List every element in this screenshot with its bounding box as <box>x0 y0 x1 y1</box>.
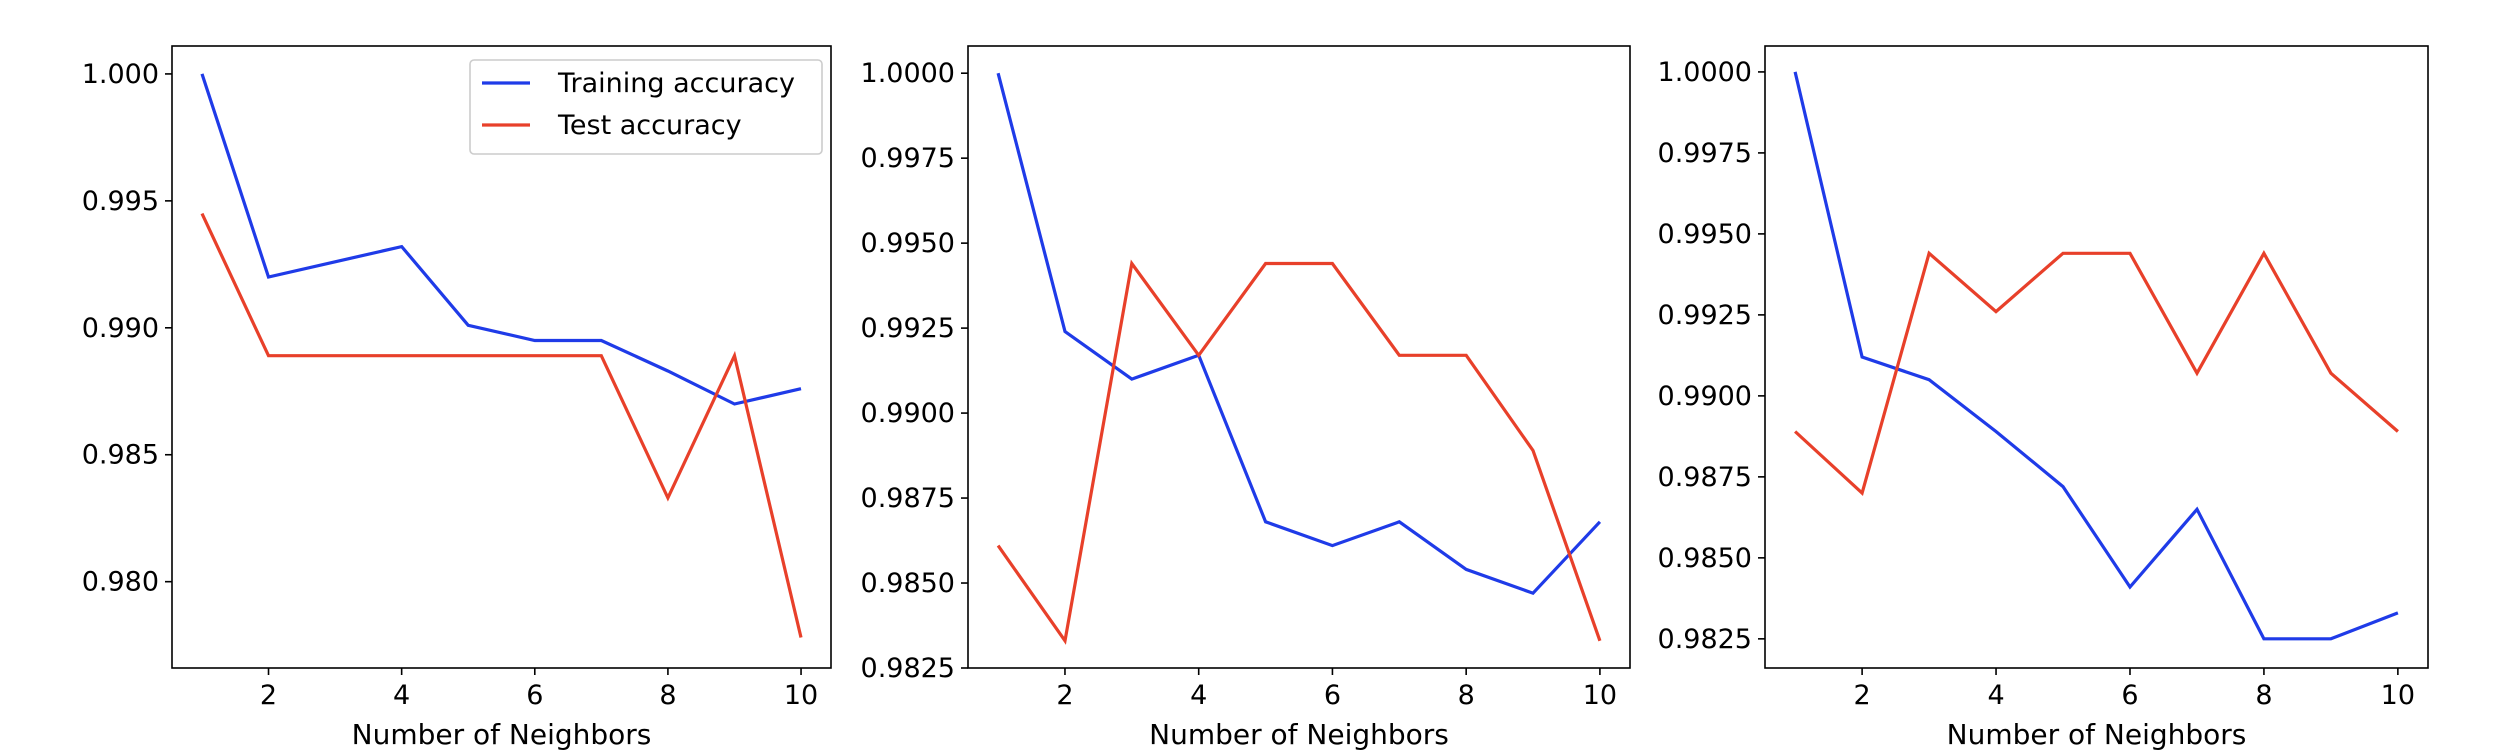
x-tick-label: 10 <box>1583 680 1617 711</box>
x-tick-label: 6 <box>526 680 543 711</box>
y-tick-label: 0.9875 <box>861 483 955 514</box>
x-tick-label: 4 <box>1190 680 1207 711</box>
x-tick-label: 10 <box>784 680 818 711</box>
legend: Training accuracy Test accuracy <box>469 59 823 155</box>
chart-panel-2: 2 4 6 8 10 0.9825 0.9850 0.9875 0.9900 0.9925 0.99… <box>861 45 1631 750</box>
series-line-1-panel-1 <box>200 73 802 406</box>
series-line-2-panel-1 <box>200 212 803 638</box>
chart-panel-1: 2 4 6 8 10 0.980 0.985 0.990 0.995 1.000 Number of… <box>82 45 832 750</box>
axes-frame <box>1764 45 2429 669</box>
y-tick-label: 1.000 <box>82 59 159 90</box>
x-tick-label: 2 <box>1056 680 1073 711</box>
series-line-1-panel-2 <box>996 72 1602 596</box>
x-tick-label: 4 <box>393 680 410 711</box>
y-tick-label: 0.990 <box>82 313 159 344</box>
x-axis-label: Number of Neighbors <box>1947 718 2247 750</box>
axes-frame <box>967 45 1631 669</box>
x-tick-label: 10 <box>2381 680 2415 711</box>
x-tick-label: 2 <box>260 680 277 711</box>
y-tick-label: 1.0000 <box>861 58 955 89</box>
y-tick-label: 0.9925 <box>1658 300 1752 331</box>
axes-frame <box>171 45 832 669</box>
y-tick-label: 0.9925 <box>861 313 955 344</box>
x-tick-label: 6 <box>1324 680 1341 711</box>
series-line-2-panel-3 <box>1794 250 2399 497</box>
y-tick-label: 0.9850 <box>1658 543 1752 574</box>
y-tick-label: 0.9825 <box>1658 624 1752 655</box>
y-tick-label: 0.9900 <box>861 398 955 429</box>
series-line-2-panel-2 <box>996 259 1602 645</box>
x-tick-label: 8 <box>2255 680 2272 711</box>
y-tick-label: 0.9850 <box>861 568 955 599</box>
y-tick-label: 0.995 <box>82 186 159 217</box>
y-tick-label: 0.9825 <box>861 653 955 684</box>
y-tick-label: 0.9900 <box>1658 381 1752 412</box>
series-line-1-panel-3 <box>1793 71 2399 641</box>
y-tick-label: 0.980 <box>82 567 159 598</box>
y-tick-label: 0.985 <box>82 440 159 471</box>
legend-label-1: Training accuracy <box>557 68 795 99</box>
legend-label-2: Test accuracy <box>557 110 742 141</box>
x-tick-label: 2 <box>1854 680 1871 711</box>
y-tick-label: 0.9975 <box>861 143 955 174</box>
y-tick-label: 0.9950 <box>861 228 955 259</box>
x-tick-label: 6 <box>2121 680 2138 711</box>
x-tick-label: 8 <box>659 680 676 711</box>
x-tick-label: 4 <box>1987 680 2004 711</box>
legend-box <box>469 59 823 155</box>
x-axis-label: Number of Neighbors <box>352 718 652 750</box>
y-tick-label: 0.9875 <box>1658 462 1752 493</box>
y-tick-label: 0.9950 <box>1658 219 1752 250</box>
chart-panel-3: 2 4 6 8 10 0.9825 0.9850 0.9875 0.9900 0.9925 0.99… <box>1658 45 2429 750</box>
y-tick-label: 0.9975 <box>1658 138 1752 169</box>
y-tick-label: 1.0000 <box>1658 57 1752 88</box>
x-axis-label: Number of Neighbors <box>1149 718 1449 750</box>
x-tick-label: 8 <box>1458 680 1475 711</box>
